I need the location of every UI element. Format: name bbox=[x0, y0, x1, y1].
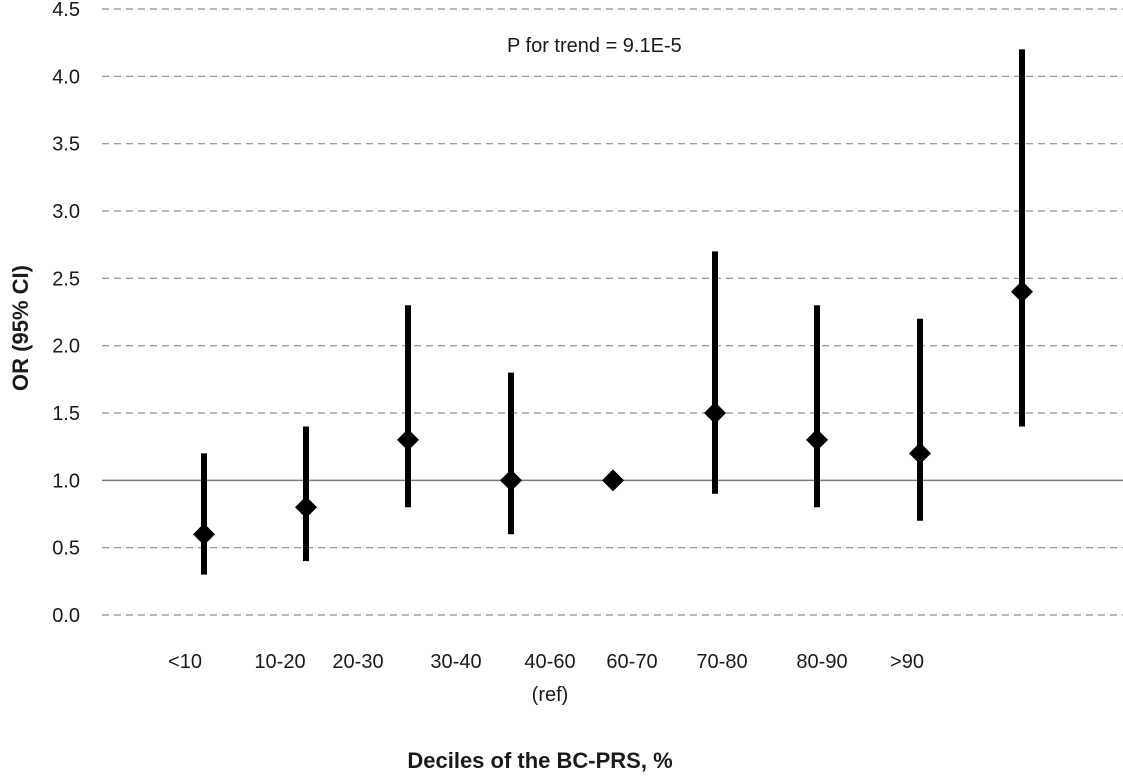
x-tick-label: <10 bbox=[168, 651, 202, 673]
or-point bbox=[602, 469, 624, 492]
or-series bbox=[193, 49, 1033, 575]
or-point bbox=[397, 428, 419, 451]
or-point bbox=[704, 402, 726, 424]
x-tick-label: 20-30 bbox=[332, 651, 383, 673]
or-point bbox=[1011, 280, 1033, 303]
y-axis-ticks: 0.0 0.5 1.0 1.5 2.0 2.5 3.0 3.5 4.0 4.5 bbox=[52, 0, 80, 627]
or-point bbox=[295, 496, 317, 519]
x-tick-label: 70-80 bbox=[696, 651, 747, 673]
gridlines bbox=[102, 8, 1123, 616]
y-tick-label: 3.5 bbox=[52, 134, 80, 156]
y-axis-label: OR (95% CI) bbox=[8, 265, 33, 391]
y-tick-label: 3.0 bbox=[52, 201, 80, 223]
x-axis-label: Deciles of the BC-PRS, % bbox=[407, 748, 672, 773]
y-tick-label: 4.5 bbox=[52, 0, 80, 21]
x-tick-label: 60-70 bbox=[606, 651, 657, 673]
x-tick-label: 80-90 bbox=[796, 651, 847, 673]
x-tick-label: 40-60 bbox=[524, 651, 575, 673]
y-tick-label: 1.5 bbox=[52, 403, 80, 425]
x-tick-label: 10-20 bbox=[254, 651, 305, 673]
y-tick-label: 2.5 bbox=[52, 268, 80, 290]
x-tick-sublabel: (ref) bbox=[532, 684, 569, 706]
x-tick-label: >90 bbox=[890, 651, 924, 673]
or-point bbox=[806, 428, 828, 451]
y-tick-label: 2.0 bbox=[52, 336, 80, 358]
y-tick-label: 4.0 bbox=[52, 66, 80, 88]
p-trend-annotation: P for trend = 9.1E-5 bbox=[507, 35, 682, 57]
y-tick-label: 0.5 bbox=[52, 538, 80, 560]
x-axis-ticks: <10 10-20 20-30 30-40 40-60 (ref) 60-70 70-80 80… bbox=[168, 651, 924, 706]
y-tick-label: 1.0 bbox=[52, 470, 80, 492]
or-point bbox=[500, 469, 522, 492]
y-tick-label: 0.0 bbox=[52, 605, 80, 627]
x-tick-label: 30-40 bbox=[430, 651, 481, 673]
or-point bbox=[909, 442, 931, 465]
or-point bbox=[193, 523, 215, 546]
